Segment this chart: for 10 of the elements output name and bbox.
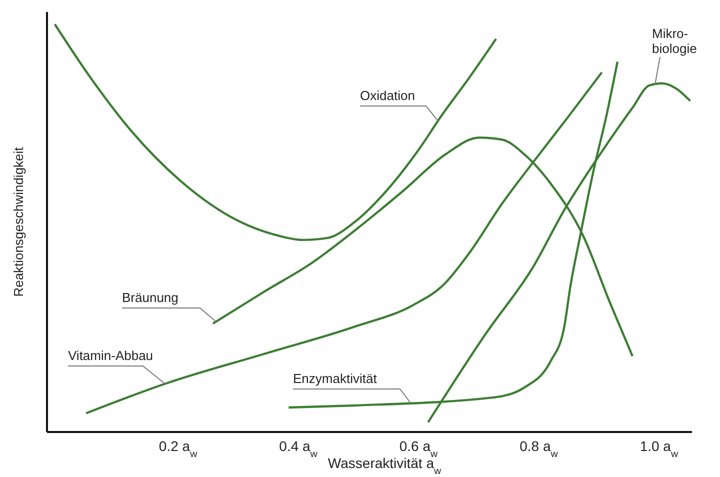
text: Bräunung	[122, 290, 178, 305]
text: Oxidation	[360, 88, 415, 103]
text: Mikro- biologie	[652, 26, 697, 56]
x-tick-label: 1.0 a$_{w}$	[640, 438, 679, 460]
y-axis-title: Reaktionsgeschwindigkeit	[11, 146, 26, 297]
x-tick-label: 0.8 a$_{w}$	[520, 438, 559, 460]
series-label: Vitamin-Abbau	[68, 348, 154, 363]
x-tick-label: 0.2 a$_{w}$	[158, 438, 198, 460]
x-tick-label: 0.4 a$_{w}$	[279, 438, 318, 460]
series-label: Enzymaktivität	[293, 371, 378, 386]
